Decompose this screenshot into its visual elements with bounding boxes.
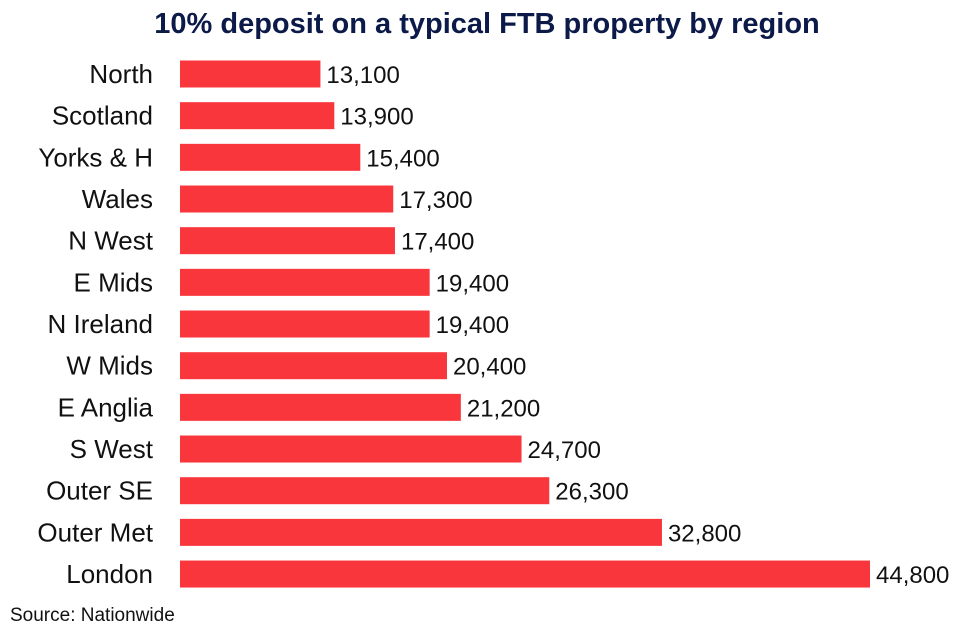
category-label: Outer Met [37,517,153,547]
category-label: Outer SE [46,476,153,506]
category-label: E Mids [74,267,153,297]
chart-title: 10% deposit on a typical FTB property by… [154,8,820,40]
bar [180,227,395,255]
value-label: 13,100 [326,62,399,89]
category-label: Wales [82,184,153,214]
bar [180,185,394,213]
bar [180,560,870,588]
category-label: London [66,559,153,589]
category-label: Yorks & H [38,142,153,172]
bar [180,310,430,338]
category-label: W Mids [66,351,153,381]
bar [180,102,335,130]
bar [180,268,430,296]
value-label: 20,400 [453,354,526,381]
value-label: 13,900 [340,104,413,131]
value-label: 32,800 [668,520,741,547]
bar [180,393,461,421]
value-label: 15,400 [366,145,439,172]
category-label: E Anglia [58,392,154,422]
bar [180,477,550,505]
bar [180,435,522,463]
value-label: 26,300 [555,479,628,506]
source-note: Source: Nationwide [10,605,175,626]
category-label: North [89,59,153,89]
value-label: 19,400 [436,312,509,339]
bar [180,352,447,380]
category-label: N West [68,226,154,256]
value-label: 17,400 [401,229,474,256]
value-label: 21,200 [467,395,540,422]
category-label: N Ireland [48,309,154,339]
category-label: S West [70,434,154,464]
value-label: 44,800 [876,562,949,589]
value-label: 19,400 [436,270,509,297]
value-label: 17,300 [399,187,472,214]
category-label: Scotland [52,101,153,131]
bar [180,143,361,171]
bar [180,518,662,546]
value-label: 24,700 [528,437,601,464]
bar [180,60,321,88]
